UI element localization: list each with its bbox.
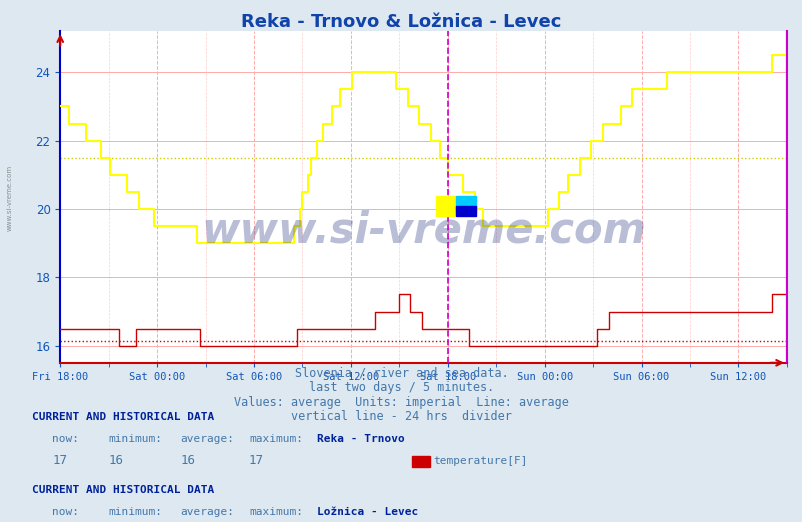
Text: minimum:: minimum: (108, 434, 162, 444)
Text: Ložnica - Levec: Ložnica - Levec (317, 507, 418, 517)
Text: Reka - Trnovo & Ložnica - Levec: Reka - Trnovo & Ložnica - Levec (241, 13, 561, 31)
Text: maximum:: maximum: (249, 434, 302, 444)
Bar (456, 206, 476, 216)
Text: CURRENT AND HISTORICAL DATA: CURRENT AND HISTORICAL DATA (32, 485, 214, 495)
Text: maximum:: maximum: (249, 507, 302, 517)
Text: vertical line - 24 hrs  divider: vertical line - 24 hrs divider (290, 410, 512, 423)
Text: last two days / 5 minutes.: last two days / 5 minutes. (309, 381, 493, 394)
Text: now:: now: (52, 434, 79, 444)
Text: www.si-vreme.com: www.si-vreme.com (6, 165, 13, 231)
Text: 16: 16 (180, 454, 196, 467)
Text: average:: average: (180, 507, 234, 517)
Text: now:: now: (52, 507, 79, 517)
Text: 17: 17 (249, 454, 264, 467)
Text: temperature[F]: temperature[F] (433, 456, 528, 466)
Text: Reka - Trnovo: Reka - Trnovo (317, 434, 404, 444)
Text: 16: 16 (108, 454, 124, 467)
Text: www.si-vreme.com: www.si-vreme.com (200, 209, 646, 251)
Text: Values: average  Units: imperial  Line: average: Values: average Units: imperial Line: av… (233, 396, 569, 409)
Text: Slovenia / river and sea data.: Slovenia / river and sea data. (294, 366, 508, 379)
Bar (456, 196, 476, 211)
Text: 17: 17 (52, 454, 67, 467)
Text: CURRENT AND HISTORICAL DATA: CURRENT AND HISTORICAL DATA (32, 412, 214, 422)
Text: minimum:: minimum: (108, 507, 162, 517)
Bar (435, 196, 456, 216)
Text: average:: average: (180, 434, 234, 444)
